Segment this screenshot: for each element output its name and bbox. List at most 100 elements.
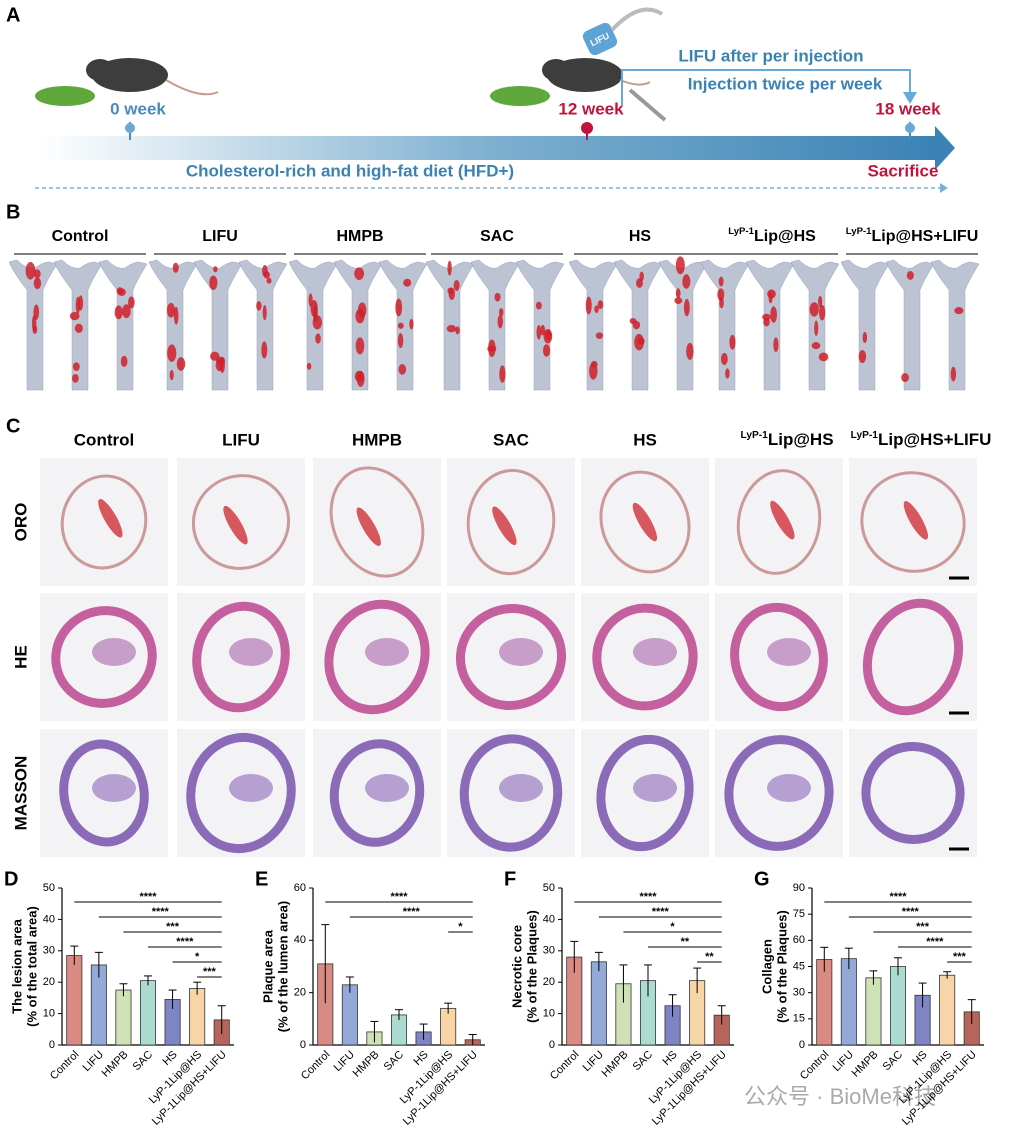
vessel (730, 602, 828, 712)
lesion (488, 339, 496, 358)
significance-label: **** (176, 936, 194, 948)
lesion (356, 370, 365, 387)
lesion (215, 356, 226, 365)
error-bar (619, 964, 628, 1003)
plaque (633, 638, 677, 666)
lesion (595, 332, 604, 339)
significance-label: * (195, 951, 200, 963)
bar (115, 989, 132, 1046)
significance-label: ** (681, 936, 690, 948)
week-label: 12 week (558, 99, 624, 118)
significance-label: **** (152, 906, 170, 918)
significance-label: **** (639, 891, 657, 903)
error-bar (94, 951, 103, 978)
lesion (128, 296, 135, 309)
timeline-bar (40, 136, 940, 160)
error-bar (693, 967, 702, 994)
superscript: LyP-1 (851, 430, 879, 441)
aorta (238, 259, 288, 391)
y-tick-label: 50 (543, 882, 555, 894)
error-bar (918, 982, 927, 1008)
pin-head (125, 123, 135, 133)
lesion (950, 366, 957, 382)
lipid (632, 502, 658, 542)
lesion (818, 352, 829, 362)
y-tick-label: 40 (43, 913, 55, 925)
lesion (169, 369, 174, 381)
lesion (261, 341, 268, 359)
x-tick-label: HS (660, 1049, 679, 1068)
y-tick-label: 15 (793, 1013, 805, 1025)
plaque (229, 638, 273, 666)
x-tick-label: SAC (131, 1049, 156, 1074)
y-tick-label: 40 (543, 913, 555, 925)
bar (840, 958, 857, 1046)
lesion (176, 357, 186, 371)
x-tick-label: Control (548, 1049, 582, 1083)
panel-letter: A (6, 4, 20, 26)
lesion (122, 304, 131, 319)
week-label: 0 week (110, 99, 166, 118)
y-tick-label: 60 (294, 882, 306, 894)
lesion (594, 305, 599, 314)
vessel (860, 471, 966, 573)
y-tick-label: 30 (543, 945, 555, 957)
y-axis-label: (% of the Plaques) (524, 910, 539, 1023)
header-text: Lip@HS (754, 228, 816, 245)
lesion (213, 266, 218, 273)
header-text: Lip@HS (768, 430, 834, 449)
significance-label: *** (953, 951, 967, 963)
y-axis-label: The lesion area (9, 918, 24, 1013)
lesion (545, 330, 552, 341)
vessel (192, 601, 290, 713)
column-header: HS (633, 430, 657, 449)
significance-label: ** (705, 951, 714, 963)
row-label: ORO (11, 503, 30, 542)
lesion (858, 349, 867, 364)
error-bar (820, 946, 829, 972)
vessel (596, 734, 694, 852)
lesion (395, 298, 403, 317)
lesion (814, 320, 819, 336)
lesion (173, 306, 179, 325)
x-tick-label: HS (160, 1049, 179, 1068)
lesion (446, 325, 457, 333)
vessel (862, 598, 964, 716)
bar (590, 961, 607, 1046)
lesion (682, 274, 691, 289)
error-bar (717, 1005, 726, 1025)
vessel (724, 735, 834, 851)
header-text: Lip@HS+LIFU (872, 228, 979, 245)
diet-label: Cholesterol-rich and high-fat diet (HFD+… (186, 161, 514, 180)
lesion (403, 278, 412, 287)
y-tick-label: 20 (294, 987, 306, 999)
y-tick-label: 0 (300, 1039, 306, 1051)
lipid (903, 501, 929, 540)
vessel (599, 470, 691, 574)
column-header: LyP-1Lip@HS (740, 430, 833, 450)
error-bar (444, 1002, 453, 1014)
aorta (148, 259, 198, 391)
significance-label: *** (916, 921, 930, 933)
error-bar (869, 970, 878, 985)
y-tick-label: 0 (549, 1039, 555, 1051)
lesion (409, 318, 414, 330)
error-bar (844, 947, 853, 970)
lesion (862, 331, 868, 344)
lesion (629, 318, 637, 325)
y-tick-label: 20 (43, 976, 55, 988)
vessel (592, 603, 698, 711)
error-bar (468, 1034, 477, 1045)
y-axis-label: (% of the Plaques) (774, 910, 789, 1023)
lesion (74, 323, 83, 333)
column-header: LIFU (222, 430, 260, 449)
lesion (355, 337, 365, 355)
x-tick-label: HMPB (351, 1049, 382, 1080)
significance-label: **** (889, 891, 907, 903)
lesion (535, 301, 542, 310)
panel-letter: F (504, 868, 516, 890)
error-bar (594, 951, 603, 972)
lesion (355, 308, 365, 324)
lesion (266, 277, 272, 284)
